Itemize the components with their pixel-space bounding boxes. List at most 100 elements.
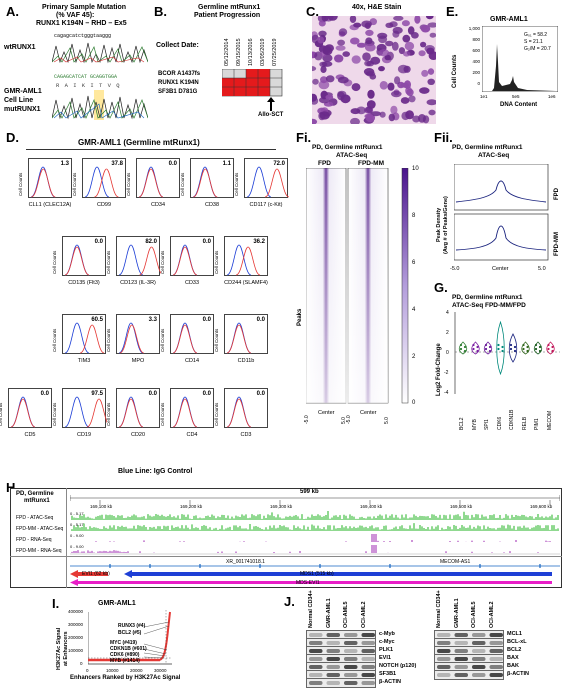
panel-g: G. PD, Germline mtRunx1 ATAC-Seq FPD-MM/… [434,280,565,464]
i-xtick: 30000 [154,668,167,673]
protein-label: BAK [507,663,519,669]
panel-d: D. GMR-AML1 (Germline mtRunx1) 1.3 Cell C… [0,128,292,480]
blot-column-label: Normal CD34+ [308,590,314,628]
flow-histogram-plot [226,396,252,428]
flow-ylabel: Cell Counts [234,172,239,196]
cell-nucleus [421,69,429,77]
track-range: 0 - 5.17 [70,522,84,527]
panel-fii-title-1: PD, Germline mtRunx1 [452,144,523,151]
flow-histogram: 0.0 [224,314,268,354]
e-ytick: 600 [472,48,480,53]
protein-band [344,641,358,645]
i-xtick: 10000 [106,668,119,673]
violin-point [488,349,492,353]
violin-point [534,343,538,347]
panel-d-footer: Blue Line: IgG Control [118,468,193,475]
blot-bands [309,673,375,677]
up-arrow-icon [267,97,275,111]
protein-band [454,649,468,653]
cell-nucleus [321,16,329,22]
cell-nucleus [420,24,431,33]
flow-histogram-plot [64,244,90,276]
flow-histogram: 0.0 [62,236,106,276]
cell-nucleus [353,22,362,28]
panel-h-title-2: mtRunx1 [24,498,50,504]
protein-band [472,649,486,653]
marker-percent: 0.0 [256,317,265,323]
protein-band [344,681,358,685]
flow-histogram-plot [226,322,252,354]
panel-fii-title-2: ATAC-Seq [478,152,510,159]
mutation-grid [222,69,283,97]
panel-d-divider [26,149,276,150]
colorbar-tick: 8 [412,213,416,219]
cell-nucleus [318,20,326,27]
protein-label: c-Myc [379,639,395,645]
igg-control-curve [246,166,272,198]
flow-histogram-plot [226,244,261,276]
protein-label: β-ACTIN [507,671,529,677]
violin-shape [496,320,505,376]
coord-label: 169,100 kb [90,504,113,509]
panel-i-title: GMR-AML1 [98,600,136,607]
i-xtick: 20000 [130,668,143,673]
cell-nucleus [378,66,385,72]
flow-ylabel: Cell Counts [160,328,165,352]
blot-band-strip [434,646,504,656]
panel-a: A. Primary Sample Mutation (% VAF 45): R… [0,0,150,128]
protein-band [361,657,375,661]
marker-name: CD38 [204,202,220,208]
protein-band [454,633,468,637]
cell-nucleus [385,22,394,28]
cell-cycle-stat: G₂/M = 20.7 [524,46,551,52]
marker-percent: 97.5 [91,391,103,397]
marker-curve [94,168,119,198]
gene-label: MYB [471,419,478,430]
igg-control-curve [118,244,144,276]
e-ytick: 800 [472,37,480,42]
protein-band [309,665,323,669]
e-ytick: 0 [477,81,480,86]
blot-column-label: Normal CD34+ [436,590,442,628]
marker-curve [119,324,145,354]
cell-nucleus [392,26,403,34]
heatmap-col-label: FPD-MM [358,160,384,167]
e-ytick: 200 [472,70,480,75]
violin-point [551,345,554,349]
date-header: 09/15/2015 [236,38,242,66]
protein-band [344,673,358,677]
protein-band [454,657,468,661]
violin-shape [521,341,530,355]
cell-nucleus [377,32,388,39]
violin-point [547,343,550,347]
protein-band [361,665,375,669]
wt-label: wtRUNX1 [4,44,36,51]
flow-histogram: 3.3 [116,314,160,354]
cell-nucleus [402,34,411,43]
marker-percent: 0.0 [40,391,49,397]
panel-a-title-2: (% VAF 45): [56,12,95,19]
protein-band [344,633,358,637]
protein-label: c-Myb [379,631,395,637]
panel-h-title-1: PD, Germline [16,491,54,497]
marker-curve [172,398,198,428]
cell-nucleus [367,89,375,99]
cell-nucleus [424,45,435,53]
panel-g-title-2: ATAC-Seq FPD-MM/FPD [452,302,526,309]
heatmap-col-label: FPD [318,160,331,167]
gene-label: BCL2 [459,417,465,430]
flow-histogram: 1.1 [190,158,234,198]
cell-nucleus [408,95,416,103]
violin-point [551,349,554,353]
colorbar-tick: 2 [412,354,416,360]
gene-label: MECOM [546,410,553,430]
enhancer-label: CDK6 (#890) [110,652,140,658]
genome-browser [10,488,562,588]
violin-point [484,343,488,347]
mut-label-3: mutRUNX1 [4,106,41,113]
e-xtick: 1e6 [548,94,556,99]
cell-nucleus [397,64,409,74]
protein-band [361,673,375,677]
flow-histogram: 72.0 [244,158,289,198]
marker-name: CD19 [76,432,92,438]
